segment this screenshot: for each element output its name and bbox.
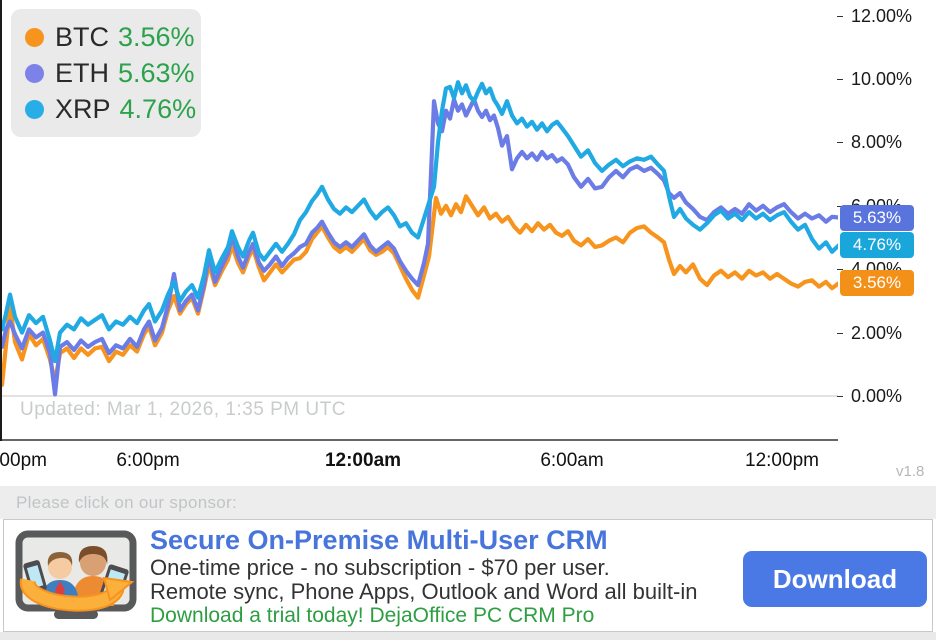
crm-logo-icon[interactable] (14, 530, 138, 623)
sponsor-note-text: Please click on our sponsor: (16, 493, 238, 512)
crypto-chart-plot: BTC 3.56% ETH 5.63% XRP 4.76% Updated: M… (0, 0, 840, 441)
y-axis-tick (837, 142, 843, 144)
y-axis-label: 0.00% (851, 386, 903, 406)
sponsor-bar: Please click on our sponsor: (0, 486, 936, 519)
updated-timestamp: Updated: Mar 1, 2026, 1:35 PM UTC (20, 399, 346, 420)
person-left-head (48, 555, 72, 579)
btc-dot-icon (25, 27, 44, 47)
legend-symbol: ETH (55, 57, 109, 88)
x-axis-label: 6:00am (540, 450, 604, 471)
person-left-hair (47, 552, 73, 566)
ad-line-2: Remote sync, Phone Apps, Outlook and Wor… (150, 579, 698, 604)
person-right-head (80, 550, 106, 576)
legend-change: 4.76% (119, 93, 197, 124)
price-badge: 4.76% (840, 232, 914, 259)
ad-headline-link[interactable]: Secure On-Premise Multi-User CRM (150, 525, 608, 555)
tie (55, 581, 65, 603)
price-badge: 3.56% (840, 270, 914, 297)
legend-change: 5.63% (118, 57, 195, 88)
y-axis-tick (837, 15, 843, 17)
y-axis-panel: 12.00%10.00%8.00%6.00%4.00%2.00%0.00%5.6… (837, 0, 936, 441)
x-axis-label: 6:00pm (116, 450, 180, 471)
legend-item-btc[interactable]: BTC 3.56% (25, 19, 195, 55)
price-badge: 5.63% (840, 204, 914, 231)
chart-lines (2, 80, 840, 397)
x-axis-label: 12:00pm (745, 450, 819, 471)
series-line-eth (2, 97, 840, 397)
sponsor-ad-banner[interactable]: Secure On-Premise Multi-User CRM One-tim… (3, 519, 933, 632)
legend-symbol: XRP (55, 93, 111, 124)
x-axis-strip: 12:00pm 6:00pm 12:00am 6:00am 12:00pm (0, 441, 838, 486)
series-line-btc (2, 194, 840, 387)
person-right-hair (78, 546, 108, 565)
legend-item-eth[interactable]: ETH 5.63% (25, 55, 195, 91)
x-axis-label: 12:00am (324, 450, 402, 471)
series-line-xrp (2, 80, 840, 364)
y-axis-tick (837, 79, 843, 80)
x-axis-label: 12:00pm (0, 450, 47, 471)
y-axis-tick (837, 396, 843, 397)
ad-text-block: Secure On-Premise Multi-User CRM One-tim… (150, 525, 740, 627)
sync-arrowhead (102, 576, 135, 602)
ad-line-1: One-time price - no subscription - $70 p… (150, 555, 610, 580)
widget-version-label: v1.8 (896, 463, 925, 480)
legend-item-xrp[interactable]: XRP 4.76% (25, 91, 196, 127)
xrp-dot-icon (25, 99, 44, 119)
bottom-strip (0, 632, 936, 640)
ad-cta-link[interactable]: Download a trial today! DejaOffice PC CR… (150, 604, 595, 627)
y-axis-tick (837, 269, 843, 271)
y-axis-label: 10.00% (851, 69, 913, 89)
y-axis-label: 2.00% (851, 322, 903, 343)
y-axis-label: 12.00% (851, 5, 913, 26)
legend-symbol: BTC (55, 21, 109, 52)
y-axis-label: 8.00% (851, 132, 903, 153)
eth-dot-icon (25, 63, 44, 83)
download-button[interactable]: Download (743, 551, 927, 607)
monitor-base (54, 610, 98, 619)
legend-change: 3.56% (118, 21, 195, 52)
y-axis-tick (837, 332, 843, 334)
chart-legend: BTC 3.56% ETH 5.63% XRP 4.76% (11, 9, 201, 137)
